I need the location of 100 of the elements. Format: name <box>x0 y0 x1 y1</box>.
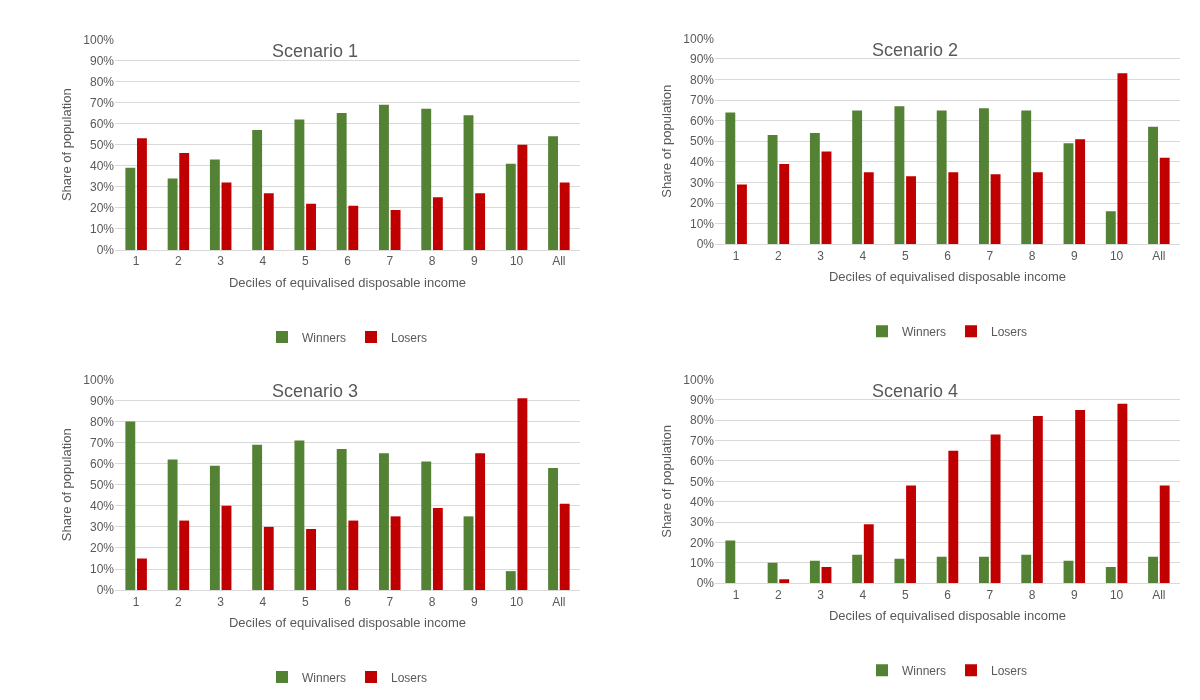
bar <box>863 524 874 584</box>
x-tick-label: 10 <box>509 254 524 269</box>
chart-title: Scenario 1 <box>272 41 359 61</box>
bar <box>179 153 190 251</box>
y-tick-label: 20% <box>689 196 715 211</box>
y-tick-label: 30% <box>689 175 715 190</box>
bar <box>517 144 528 251</box>
bar <box>294 119 305 251</box>
bar <box>137 558 147 591</box>
y-tick-label: 50% <box>689 474 715 489</box>
y-tick-label: 60% <box>89 116 115 131</box>
bar <box>209 159 220 251</box>
bar <box>548 467 558 591</box>
bar <box>809 560 820 584</box>
legend-label: Winners <box>302 670 347 685</box>
y-tick-label: 100% <box>683 31 715 46</box>
y-tick-label: 60% <box>689 113 715 128</box>
bar <box>737 184 747 245</box>
y-tick-label: 90% <box>689 52 715 67</box>
y-tick-label: 30% <box>89 520 115 535</box>
y-axis-title: Share of population <box>659 424 675 538</box>
x-tick-label: 1 <box>132 594 140 609</box>
bar <box>348 205 359 251</box>
x-tick-label: 6 <box>344 594 352 609</box>
bar <box>125 421 136 591</box>
y-tick-label: 40% <box>689 494 715 509</box>
bar <box>137 138 147 251</box>
bar <box>767 562 778 584</box>
bar <box>336 113 347 251</box>
bar <box>1021 554 1032 584</box>
bar <box>390 210 401 251</box>
bar <box>1117 403 1128 584</box>
bar <box>306 203 316 251</box>
bar <box>1117 73 1128 245</box>
bar <box>421 461 432 591</box>
bar <box>125 167 136 251</box>
bar <box>1032 172 1043 245</box>
y-tick-label: 10% <box>689 216 715 231</box>
y-tick-label: 40% <box>89 499 115 514</box>
bar <box>390 516 401 591</box>
y-tick-label: 80% <box>89 74 115 89</box>
x-tick-label: 3 <box>217 594 225 609</box>
x-tick-label: 7 <box>386 254 394 269</box>
bar <box>463 516 474 591</box>
y-tick-label: 0% <box>696 237 715 252</box>
x-tick-label: 1 <box>732 587 740 602</box>
bar <box>1148 126 1158 245</box>
y-axis-title: Share of population <box>59 88 75 202</box>
bar <box>852 110 863 245</box>
x-axis-title: Deciles of equivalised disposable income <box>828 608 1067 624</box>
bar <box>809 133 820 245</box>
legend-label: Losers <box>391 330 428 345</box>
y-tick-label: 20% <box>89 541 115 556</box>
x-tick-label: All <box>1152 248 1166 263</box>
x-tick-label: 7 <box>386 594 394 609</box>
legend-label: Losers <box>991 663 1028 678</box>
bar <box>863 172 874 245</box>
x-tick-label: 9 <box>1070 248 1078 263</box>
y-tick-label: 10% <box>89 222 115 237</box>
x-tick-label: 7 <box>986 587 994 602</box>
bar <box>1032 416 1043 584</box>
y-tick-label: 70% <box>689 433 715 448</box>
x-tick-label: 3 <box>817 248 825 263</box>
bar <box>379 104 389 251</box>
bar <box>990 174 1001 245</box>
x-tick-label: 6 <box>944 248 952 263</box>
bar <box>1159 485 1170 584</box>
y-tick-label: 0% <box>696 576 715 591</box>
bar <box>948 450 959 584</box>
x-tick-label: 9 <box>470 594 478 609</box>
bar <box>852 554 863 584</box>
y-tick-label: 60% <box>89 456 115 471</box>
y-tick-label: 0% <box>96 583 115 598</box>
bar <box>179 520 190 591</box>
x-tick-label: All <box>552 254 566 269</box>
bar <box>252 129 263 251</box>
bar <box>821 151 832 245</box>
x-tick-label: All <box>552 594 566 609</box>
bar <box>894 106 905 245</box>
chart-title: Scenario 3 <box>272 381 359 401</box>
bar <box>306 529 316 591</box>
bar <box>1063 143 1074 245</box>
y-tick-label: 40% <box>89 158 115 173</box>
bar <box>906 176 916 245</box>
x-axis-title: Deciles of equivalised disposable income <box>228 275 467 291</box>
bar <box>979 556 989 584</box>
x-tick-label: 10 <box>509 594 524 609</box>
y-tick-label: 100% <box>83 32 115 47</box>
y-tick-label: 10% <box>89 562 115 577</box>
y-tick-label: 90% <box>89 393 115 408</box>
legend-label: Losers <box>991 324 1028 339</box>
x-tick-label: 3 <box>217 254 225 269</box>
bar <box>1105 566 1116 584</box>
x-tick-label: 2 <box>175 594 183 609</box>
y-tick-label: 70% <box>89 95 115 110</box>
bar <box>948 172 959 245</box>
bar <box>1075 409 1086 584</box>
bar <box>221 505 232 591</box>
y-tick-label: 80% <box>689 72 715 87</box>
y-tick-label: 80% <box>89 414 115 429</box>
